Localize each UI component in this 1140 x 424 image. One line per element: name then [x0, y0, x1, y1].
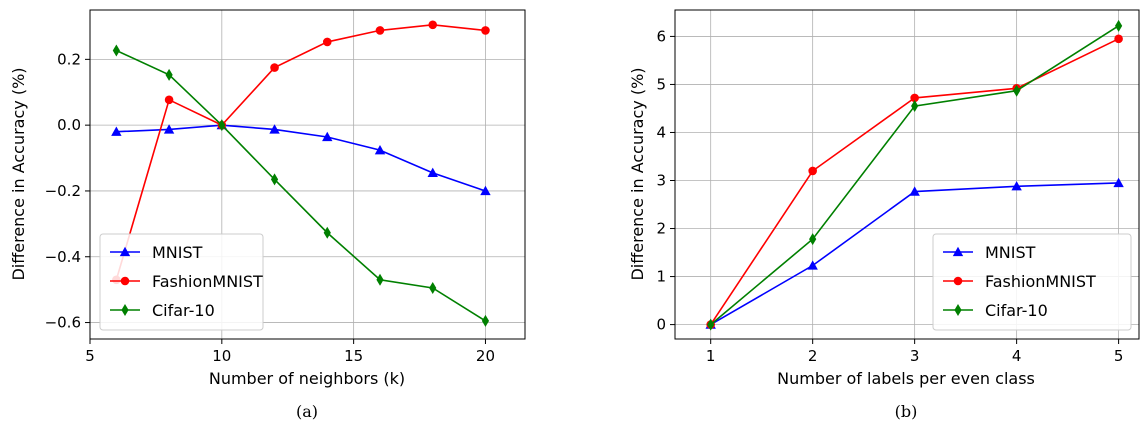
legend-label-cifar-10-a: Cifar-10 — [152, 301, 215, 320]
x-tick-label-b: 4 — [1012, 347, 1022, 365]
legend-label-mnist-a: MNIST — [152, 243, 203, 262]
legend-entries-a: MNIST FashionMNIST Cifar-10 — [110, 243, 263, 320]
data-point-mnist-b — [1113, 177, 1124, 188]
data-point-mnist-a — [269, 124, 280, 134]
data-point-mnist-b — [1011, 181, 1022, 191]
plot-frame-a — [89, 9, 526, 340]
data-point-fashionmnist-a — [375, 26, 385, 35]
y-tick-label-b: 2 — [656, 220, 666, 238]
data-point-mnist-a — [111, 126, 122, 136]
y-tick-label-b: 0 — [656, 316, 666, 334]
legend-marker-cifar-10-b — [954, 304, 962, 316]
legend-a: MNIST FashionMNIST Cifar-10 — [99, 233, 264, 331]
data-point-fashionmnist-a — [481, 26, 490, 35]
x-axis-label-b: Number of labels per even class — [777, 369, 1035, 388]
legend-b: MNIST FashionMNIST Cifar-10 — [932, 233, 1132, 331]
chart-panel-a: 5 10 15 20 −0.6 −0.4 −0.2 0.0 0.2 Number of neig… — [9, 9, 526, 421]
y-tick-label-a: −0.4 — [45, 248, 81, 266]
x-tick-label-b: 1 — [706, 347, 716, 365]
series-line-cifar-10-a — [116, 49, 486, 322]
data-point-mnist-b — [807, 260, 818, 270]
y-tick-label-a: 0.2 — [57, 50, 81, 68]
data-point-cifar-10-b — [1115, 19, 1123, 32]
data-point-cifar-10-a — [481, 314, 490, 327]
legend-marker-mnist-b — [952, 246, 964, 257]
legend-marker-cifar-10-a — [121, 304, 129, 316]
y-axis-label-a: Difference in Accuracy (%) — [9, 67, 28, 280]
x-tick-label-a: 10 — [212, 347, 231, 365]
chart-panel-b: 1 2 3 4 5 0 1 2 3 4 5 6 Number of labels per even c… — [628, 9, 1140, 421]
x-tick-label-a: 20 — [476, 347, 495, 365]
data-point-cifar-10-b — [911, 100, 919, 113]
data-point-cifar-10-b — [707, 318, 715, 331]
y-tick-label-a: 0.0 — [57, 116, 81, 134]
data-point-mnist-a — [322, 131, 333, 142]
y-tick-label-b: 6 — [656, 27, 666, 45]
data-point-cifar-10-a — [429, 282, 437, 295]
legend-entries-b: MNIST FashionMNIST Cifar-10 — [943, 243, 1096, 320]
y-axis-label-b: Difference in Accuracy (%) — [628, 67, 647, 280]
series-layer-b — [705, 19, 1124, 331]
y-tick-label-b: 5 — [656, 75, 666, 93]
series-line-mnist-a — [116, 124, 486, 192]
y-tick-label-b: 3 — [656, 172, 666, 190]
x-tick-label-b: 5 — [1114, 347, 1124, 365]
data-point-fashionmnist-a — [322, 37, 332, 47]
legend-box-b — [932, 233, 1132, 331]
y-tick-label-b: 1 — [656, 268, 666, 286]
data-point-cifar-10-a — [270, 173, 279, 186]
legend-label-cifar-10-b: Cifar-10 — [985, 301, 1048, 320]
data-point-cifar-10-b — [1013, 84, 1021, 97]
series-layer-a — [111, 20, 491, 327]
data-point-cifar-10-a — [376, 273, 384, 286]
y-tick-label-a: −0.6 — [45, 314, 81, 332]
plot-frame-b — [674, 9, 1140, 340]
x-tick-label-a: 15 — [344, 347, 363, 365]
data-point-mnist-b — [909, 186, 920, 196]
data-point-fashionmnist-b — [910, 93, 919, 103]
x-tick-label-a: 5 — [85, 347, 95, 365]
caption-b: (b) — [895, 402, 918, 421]
ticks-a: 5 10 15 20 −0.6 −0.4 −0.2 0.0 0.2 — [45, 50, 495, 365]
x-tick-label-b: 2 — [808, 347, 818, 365]
legend-box-a — [99, 233, 264, 331]
data-point-mnist-a — [163, 124, 175, 134]
legend-label-fashionmnist-a: FashionMNIST — [152, 272, 263, 291]
legend-label-mnist-b: MNIST — [985, 243, 1036, 262]
ticks-b: 1 2 3 4 5 0 1 2 3 4 5 6 — [656, 27, 1123, 365]
data-point-cifar-10-a — [165, 68, 173, 81]
series-line-fashionmnist-a — [115, 24, 486, 281]
caption-a: (a) — [296, 402, 318, 421]
legend-marker-fashionmnist-b — [953, 276, 963, 286]
data-point-fashionmnist-b — [808, 166, 817, 176]
data-point-cifar-10-b — [809, 233, 817, 246]
data-point-fashionmnist-a — [428, 20, 438, 30]
y-tick-label-a: −0.2 — [45, 182, 81, 200]
data-point-fashionmnist-a — [270, 63, 279, 72]
data-point-mnist-a — [374, 144, 386, 155]
data-point-mnist-a — [427, 167, 438, 178]
data-point-fashionmnist-a — [164, 95, 174, 105]
data-point-fashionmnist-b — [1114, 34, 1123, 44]
data-point-cifar-10-a — [112, 44, 120, 57]
data-point-cifar-10-a — [323, 226, 331, 239]
y-tick-label-b: 4 — [656, 123, 666, 141]
legend-marker-fashionmnist-a — [120, 276, 130, 286]
x-axis-label-a: Number of neighbors (k) — [209, 369, 405, 388]
x-tick-label-b: 3 — [910, 347, 920, 365]
legend-marker-mnist-a — [119, 246, 131, 257]
legend-label-fashionmnist-b: FashionMNIST — [985, 272, 1096, 291]
data-point-mnist-a — [480, 185, 491, 196]
data-point-cifar-10-a — [218, 119, 226, 132]
